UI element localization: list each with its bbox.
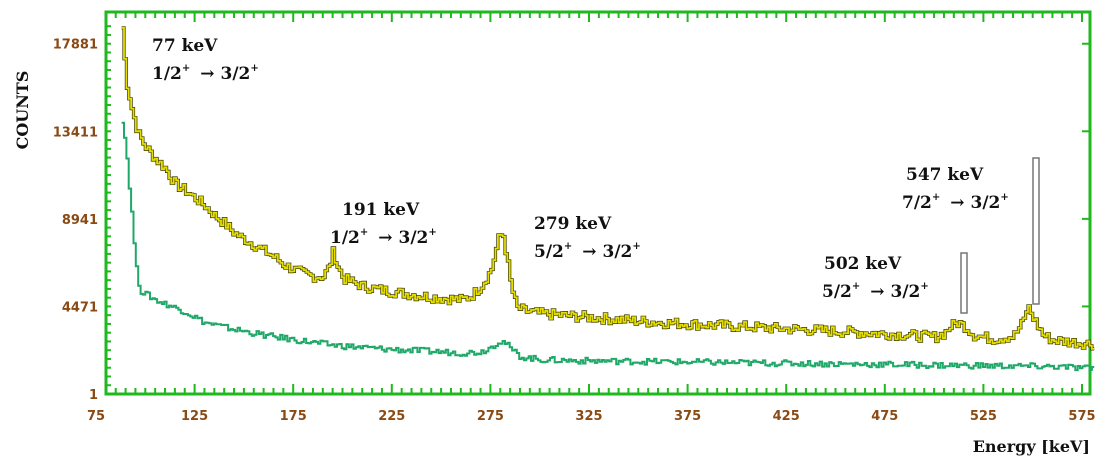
y-tick-label: 8941: [62, 213, 98, 228]
x-tick-label: 275: [477, 409, 504, 424]
annotation-77: 77 keV 1/2+ → 3/2+: [152, 36, 259, 84]
annotations: 77 keV 1/2+ → 3/2+ 191 keV 1/2+ → 3/2+ 279 k…: [152, 36, 1009, 302]
x-tick-label: 125: [181, 409, 208, 424]
annotation-transition: 5/2+ → 3/2+: [822, 281, 929, 302]
annotation-transition: 1/2+ → 3/2+: [330, 227, 437, 248]
annotation-energy: 547 keV: [906, 165, 984, 185]
y-tick-label: 1: [89, 388, 98, 403]
y-tick-label: 17881: [53, 38, 98, 53]
x-tick-label: 475: [871, 409, 898, 424]
annotation-547: 547 keV 7/2+ → 3/2+: [902, 165, 1009, 213]
series-line: [121, 121, 1095, 372]
annotation-transition: 1/2+ → 3/2+: [152, 63, 259, 84]
peak-marker-547: [1032, 157, 1040, 305]
y-tick-labels: 1 4471 8941 13411 17881: [53, 38, 98, 403]
y-axis-label: COUNTS: [13, 71, 32, 150]
x-tick-label: 75: [87, 409, 105, 424]
annotation-502: 502 keV 5/2+ → 3/2+: [822, 254, 929, 302]
x-tick-label: 575: [1068, 409, 1095, 424]
x-tick-label: 375: [674, 409, 701, 424]
annotation-transition: 7/2+ → 3/2+: [902, 192, 1009, 213]
x-tick-label: 525: [970, 409, 997, 424]
x-tick-label: 225: [378, 409, 405, 424]
x-tick-labels: 75 125 175 225 275 325 375 425 475 525 575: [87, 409, 1096, 424]
annotation-energy: 191 keV: [342, 200, 420, 220]
peak-markers: [960, 157, 1040, 314]
annotation-energy: 279 keV: [534, 214, 612, 234]
annotation-191: 191 keV 1/2+ → 3/2+: [330, 200, 437, 248]
y-tick-label: 13411: [53, 125, 98, 140]
frame-ticks: [106, 12, 1090, 395]
annotation-279: 279 keV 5/2+ → 3/2+: [534, 214, 641, 262]
annotation-transition: 5/2+ → 3/2+: [534, 241, 641, 262]
series-layer: [121, 26, 1095, 372]
x-tick-label: 325: [575, 409, 602, 424]
annotation-energy: 77 keV: [152, 36, 218, 56]
series-outline: [121, 26, 1095, 351]
peak-marker-502: [960, 252, 968, 314]
x-tick-label: 175: [280, 409, 307, 424]
x-tick-label: 425: [773, 409, 800, 424]
series-line: [121, 26, 1095, 350]
annotation-energy: 502 keV: [824, 254, 902, 274]
x-axis-label: Energy [keV]: [973, 437, 1090, 456]
y-tick-label: 4471: [62, 300, 98, 315]
